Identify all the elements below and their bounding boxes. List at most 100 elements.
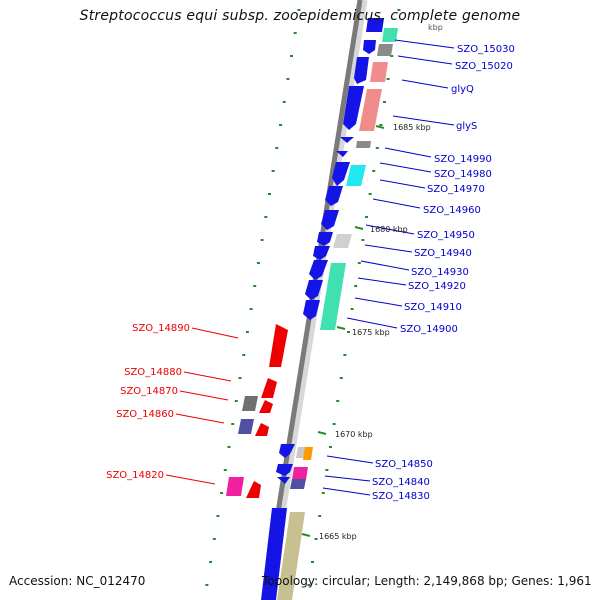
leader-szo-14880: [183, 371, 232, 382]
tick-dot: [307, 584, 311, 586]
gene-label-szo-14940[interactable]: SZO_14940: [414, 248, 472, 259]
gene-label-szo-14910[interactable]: SZO_14910: [404, 302, 462, 313]
tick-dot: [245, 331, 249, 333]
tick-dot: [253, 285, 257, 287]
cds-feature-bottom: [261, 508, 287, 600]
gene-label-szo-14900[interactable]: SZO_14900: [400, 324, 458, 335]
plus-leader-lines: [322, 39, 455, 496]
tick-dot: [242, 354, 246, 356]
slate-feature-szo-14860: [238, 419, 254, 434]
tick-dot: [256, 262, 260, 264]
gene-label-szo-14970[interactable]: SZO_14970: [427, 184, 485, 195]
cds-feature-szo-14880: [261, 378, 277, 398]
tick-dot: [275, 147, 279, 149]
tick-dot: [227, 446, 231, 448]
scale-ticks: [301, 125, 385, 537]
tick-dot: [372, 170, 376, 172]
cyan-feature-szo-14970: [346, 165, 366, 186]
map-title: Streptococcus equi subsp. zooepidemicus,…: [79, 8, 521, 24]
plus-strand-labels: SZO_15030 SZO_15020 glyQ glyS SZO_14990 …: [372, 44, 515, 502]
gene-label-glyq[interactable]: glyQ: [451, 84, 474, 95]
rrna-feature: [382, 28, 398, 42]
gene-label-szo-14890[interactable]: SZO_14890: [132, 323, 190, 334]
tick-dots: [205, 9, 401, 586]
grey-feature-szo-14850: [296, 447, 306, 458]
tick-dot: [357, 262, 361, 264]
gene-label-szo-15030[interactable]: SZO_15030: [457, 44, 515, 55]
gene-label-szo-14950[interactable]: SZO_14950: [417, 230, 475, 241]
leader-szo-14860: [175, 413, 225, 424]
tick-dot: [264, 216, 268, 218]
cds-feature-szo-14860: [255, 423, 269, 436]
tick-dot: [238, 377, 242, 379]
tick-dot: [347, 331, 350, 333]
grey-feature-small: [356, 141, 371, 148]
tick-dot: [325, 469, 329, 471]
cds-feature-szo-14990: [336, 151, 348, 157]
gene-label-szo-14990[interactable]: SZO_14990: [434, 154, 492, 165]
leader-glyq: [401, 79, 449, 89]
leader-szo-14930: [360, 260, 410, 271]
tick-dot: [365, 216, 368, 218]
cds-feature-szo-14870: [259, 400, 273, 413]
khaki-feature-bottom: [277, 512, 305, 600]
tick-dot: [290, 55, 293, 57]
cds-feature-small: [340, 137, 354, 143]
gene-label-szo-14870[interactable]: SZO_14870: [120, 386, 178, 397]
cds-feature: [366, 18, 384, 32]
tick-dot: [354, 285, 358, 287]
tick-dot: [260, 239, 264, 241]
grey-feature: [377, 44, 393, 56]
tick-dot: [339, 377, 343, 379]
tick-dot: [209, 561, 213, 563]
tick-dot: [249, 308, 253, 310]
scale-tick: [354, 226, 364, 230]
cds-feature-szo-14820: [246, 481, 261, 498]
gene-label-szo-14840[interactable]: SZO_14840: [372, 477, 430, 488]
gene-label-szo-14960[interactable]: SZO_14960: [423, 205, 481, 216]
scale-label-1670: 1670 kbp: [335, 430, 373, 439]
leader-szo-14910: [354, 297, 403, 307]
leader-szo-14920: [357, 277, 407, 286]
leader-szo-14960: [372, 198, 421, 209]
cds-feature-szo-15020: [354, 57, 369, 84]
orange-feature-szo-14850: [303, 447, 313, 460]
gene-label-szo-14830[interactable]: SZO_14830: [372, 491, 430, 502]
scale-label-partial: kbp: [428, 23, 443, 32]
leader-szo-14900: [346, 317, 398, 329]
cds-feature-szo-14920: [305, 280, 323, 300]
tick-dot: [383, 101, 386, 103]
gene-label-szo-14930[interactable]: SZO_14930: [411, 267, 469, 278]
tick-dot: [223, 469, 227, 471]
gene-label-szo-15020[interactable]: SZO_15020: [455, 61, 513, 72]
scale-tick: [336, 326, 346, 330]
gene-label-szo-14920[interactable]: SZO_14920: [408, 281, 466, 292]
leader-szo-14890: [191, 327, 239, 339]
leader-szo-14850: [326, 455, 374, 464]
cds-feature-szo-14980: [332, 162, 350, 186]
tick-dot: [343, 354, 347, 356]
cds-feature-szo-14890: [269, 324, 288, 367]
gene-label-szo-14860[interactable]: SZO_14860: [116, 409, 174, 420]
leader-szo-14830: [322, 487, 371, 496]
tick-dot: [361, 239, 365, 241]
gene-label-szo-14850[interactable]: SZO_14850: [375, 459, 433, 470]
tick-dot: [268, 193, 271, 195]
tick-dot: [286, 78, 290, 80]
gene-label-glys[interactable]: glyS: [456, 121, 477, 132]
gene-label-szo-14880[interactable]: SZO_14880: [124, 367, 182, 378]
leader-szo-14950: [365, 224, 415, 235]
leader-szo-15020: [397, 55, 453, 65]
features: [226, 18, 398, 600]
leader-szo-14840: [324, 475, 371, 482]
gene-label-szo-14980[interactable]: SZO_14980: [434, 169, 492, 180]
pink-feature-szo-14820: [226, 477, 244, 496]
gene-label-szo-14820[interactable]: SZO_14820: [106, 470, 164, 481]
scale-label-1665: 1665 kbp: [319, 532, 357, 541]
scale-tick: [301, 533, 311, 537]
grey-feature-szo-14870: [242, 396, 258, 411]
tick-dot: [231, 423, 235, 425]
rrna-feature-szo-14910: [320, 263, 346, 330]
minus-strand-labels: SZO_14890 SZO_14880 SZO_14870 SZO_14860 …: [106, 323, 190, 481]
